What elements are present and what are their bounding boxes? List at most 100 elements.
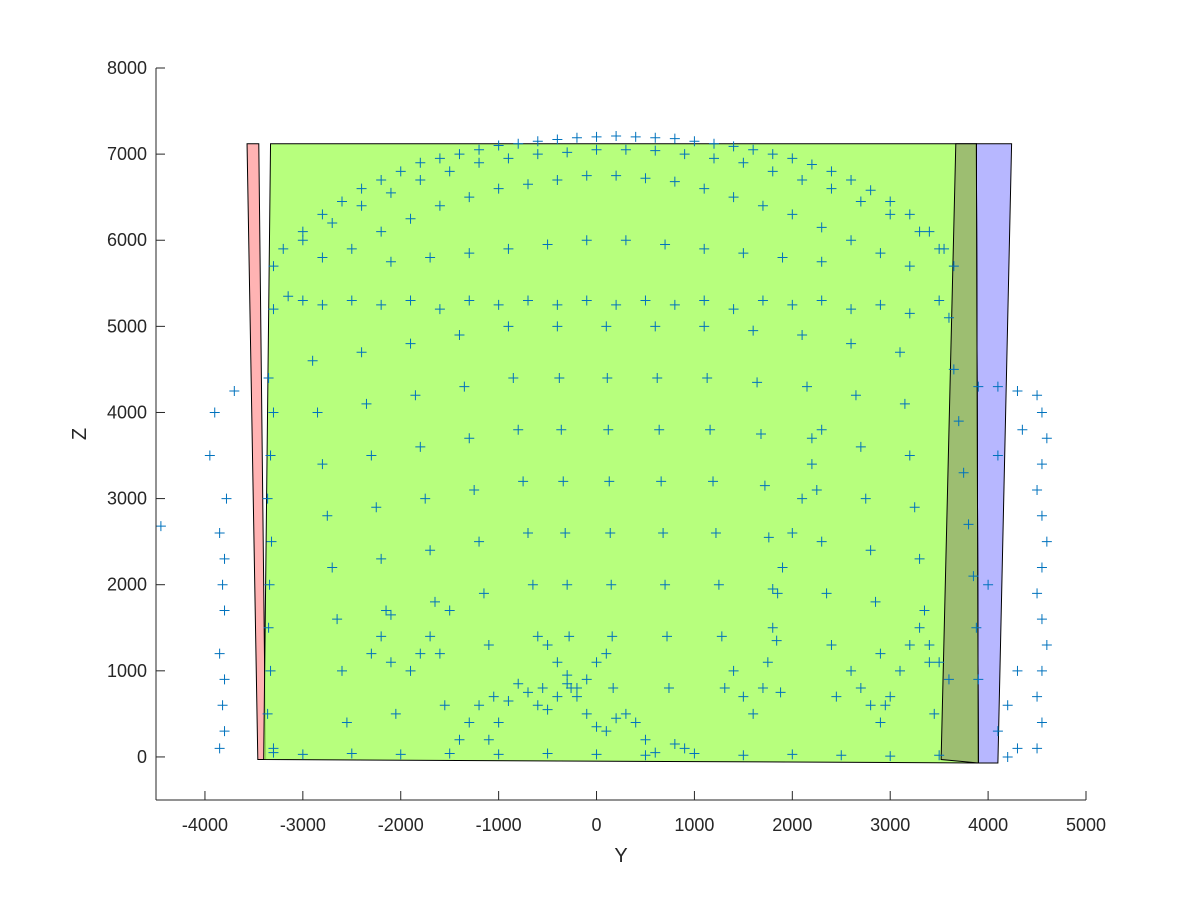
data-point	[405, 665, 416, 676]
data-point	[875, 648, 886, 659]
data-point	[204, 450, 215, 461]
data-point	[552, 691, 563, 702]
data-point	[464, 433, 475, 444]
data-point	[552, 299, 563, 310]
data-point	[924, 226, 935, 237]
data-point	[1041, 433, 1052, 444]
data-point	[755, 429, 766, 439]
data-point	[630, 717, 641, 728]
data-point	[650, 132, 661, 143]
data-point	[454, 149, 465, 160]
data-point	[662, 631, 673, 642]
data-point	[904, 639, 915, 650]
data-point	[775, 687, 786, 698]
data-point	[767, 166, 778, 177]
data-point	[973, 674, 984, 685]
data-point	[806, 459, 817, 470]
data-point	[934, 295, 945, 306]
data-point	[263, 373, 274, 384]
data-point	[669, 133, 680, 144]
data-point	[217, 579, 228, 590]
data-point	[385, 256, 396, 267]
data-point	[669, 299, 680, 310]
data-point	[880, 700, 891, 711]
data-point	[689, 748, 700, 759]
data-point	[748, 708, 759, 719]
data-point	[679, 149, 690, 160]
data-point	[983, 579, 994, 590]
data-point	[1036, 407, 1047, 418]
data-point	[654, 424, 665, 435]
data-point	[376, 174, 387, 185]
data-point	[542, 639, 553, 650]
data-point	[710, 528, 721, 539]
data-point	[748, 325, 759, 336]
data-point	[709, 138, 719, 149]
y-tick-label: 3000	[107, 489, 147, 509]
data-point	[992, 450, 1003, 461]
data-point	[376, 299, 387, 310]
data-point	[415, 157, 426, 168]
data-point	[816, 222, 827, 233]
data-point	[552, 174, 563, 185]
data-point	[816, 536, 827, 547]
data-point	[474, 157, 485, 168]
data-point	[464, 295, 475, 306]
data-point	[713, 579, 724, 590]
data-point	[503, 153, 514, 164]
data-point	[608, 683, 619, 694]
data-point	[581, 708, 592, 719]
data-point	[562, 670, 573, 681]
data-point	[806, 159, 817, 170]
data-point	[606, 579, 617, 590]
data-point	[650, 321, 661, 332]
data-point	[831, 691, 842, 702]
data-point	[752, 377, 763, 388]
data-point	[317, 459, 328, 470]
data-point	[454, 734, 465, 745]
data-point	[503, 243, 514, 254]
data-point	[434, 153, 445, 164]
data-point	[777, 562, 788, 573]
data-point	[797, 493, 808, 504]
data-point	[855, 441, 866, 452]
data-point	[444, 748, 455, 759]
data-point	[611, 170, 622, 181]
data-point	[934, 750, 945, 761]
data-point	[332, 614, 343, 625]
data-point	[395, 166, 406, 177]
data-point	[356, 183, 367, 194]
data-point	[415, 648, 426, 659]
data-point	[1036, 562, 1047, 573]
x-tick-label: 0	[592, 815, 602, 835]
data-point	[748, 144, 759, 155]
data-point	[214, 648, 225, 659]
data-point	[797, 174, 808, 185]
data-point	[658, 528, 669, 539]
data-point	[297, 749, 308, 760]
data-point	[219, 726, 230, 737]
data-point	[601, 648, 612, 659]
data-point	[929, 708, 940, 719]
data-point	[953, 416, 964, 427]
data-point	[346, 748, 357, 759]
data-point	[1036, 459, 1047, 470]
data-point	[1036, 665, 1047, 676]
data-point	[562, 147, 573, 158]
data-point	[405, 338, 416, 349]
x-tick-label: 1000	[674, 815, 714, 835]
data-point	[219, 605, 230, 616]
data-point	[797, 329, 808, 340]
data-point	[415, 174, 426, 185]
x-axis-label: Y	[614, 845, 627, 867]
data-point	[728, 141, 739, 152]
data-point	[855, 196, 866, 207]
data-point	[846, 235, 857, 246]
data-point	[493, 749, 504, 760]
data-point	[219, 674, 230, 685]
data-point	[513, 678, 524, 689]
data-point	[1002, 751, 1013, 762]
data-point	[264, 579, 275, 590]
data-point	[826, 183, 837, 194]
data-point	[268, 747, 279, 758]
